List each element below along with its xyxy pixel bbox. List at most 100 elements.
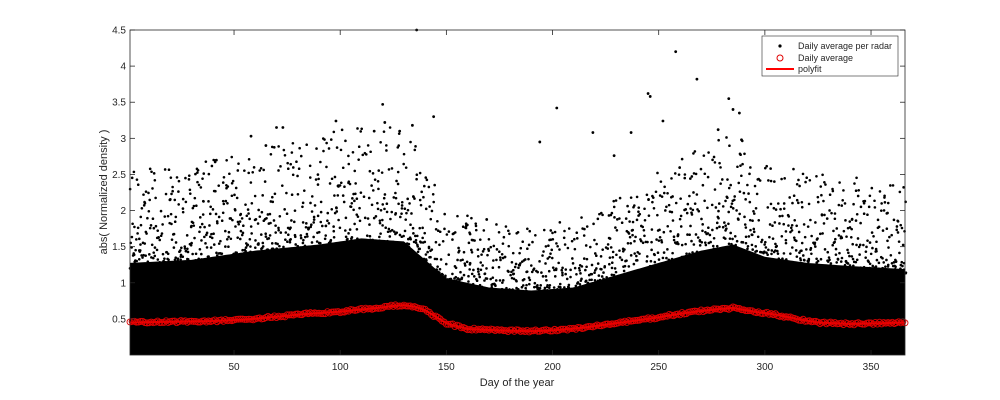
scatter-point [274, 231, 277, 234]
scatter-point [130, 176, 134, 180]
scatter-point [242, 256, 246, 260]
scatter-point [872, 270, 875, 274]
scatter-point [302, 189, 306, 192]
scatter-point [368, 234, 372, 238]
scatter-point [819, 257, 823, 261]
scatter-point [291, 166, 295, 169]
scatter-point [474, 222, 478, 225]
scatter-point [778, 214, 782, 218]
scatter-point [140, 206, 144, 210]
scatter-point [314, 178, 318, 181]
scatter-point [628, 235, 632, 239]
scatter-point [865, 270, 869, 274]
daily-average-point [417, 305, 425, 313]
scatter-point [324, 234, 328, 237]
scatter-point [509, 290, 513, 294]
scatter-outlier-point [281, 126, 285, 129]
scatter-point [155, 264, 159, 268]
scatter-point [356, 237, 359, 240]
scatter-point [596, 279, 600, 283]
scatter-point [548, 255, 551, 259]
scatter-point [495, 258, 498, 262]
scatter-point [305, 222, 308, 225]
scatter-point [208, 224, 211, 227]
scatter-point [354, 240, 358, 244]
scatter-outlier-point [674, 50, 678, 54]
scatter-point [177, 190, 180, 193]
scatter-point [696, 236, 700, 239]
scatter-point [470, 248, 473, 252]
scatter-point [466, 214, 469, 218]
scatter-outlier-point [740, 138, 743, 142]
scatter-point [505, 291, 508, 294]
dense-scatter-region [130, 238, 905, 355]
scatter-point [561, 271, 564, 275]
scatter-point [688, 252, 691, 256]
scatter-point [169, 212, 173, 216]
scatter-point [262, 168, 266, 172]
scatter-point [818, 232, 822, 236]
scatter-point [763, 166, 767, 170]
scatter-point [512, 272, 516, 276]
scatter-point [888, 235, 891, 239]
scatter-point [273, 192, 277, 196]
daily-average-point [644, 314, 652, 322]
scatter-point [693, 202, 697, 205]
scatter-point [752, 230, 756, 234]
y-tick-label: 4 [120, 62, 126, 73]
scatter-point [785, 258, 788, 261]
scatter-point [749, 228, 752, 232]
scatter-point [566, 246, 570, 250]
scatter-point [277, 228, 280, 232]
scatter-point [455, 279, 458, 282]
scatter-point [421, 260, 425, 264]
scatter-point [379, 140, 382, 144]
scatter-point [802, 223, 806, 226]
scatter-point [343, 185, 346, 189]
scatter-point [353, 222, 356, 226]
scatter-point [549, 229, 553, 232]
scatter-point [307, 245, 310, 249]
scatter-point [546, 257, 550, 260]
scatter-point [353, 169, 357, 173]
scatter-point [613, 216, 616, 219]
scatter-point [732, 198, 736, 202]
scatter-point [814, 245, 817, 248]
scatter-point [396, 242, 399, 246]
scatter-point [507, 270, 510, 273]
scatter-point [822, 222, 826, 225]
scatter-point [377, 187, 380, 191]
scatter-point [708, 233, 712, 237]
scatter-point [476, 267, 480, 271]
scatter-point [180, 246, 183, 250]
scatter-point [355, 213, 359, 216]
scatter-point [603, 265, 606, 269]
scatter-point [776, 252, 780, 256]
scatter-point [794, 239, 798, 243]
scatter-point [481, 287, 485, 290]
scatter-point [646, 269, 649, 273]
scatter-point [608, 262, 611, 266]
scatter-point [504, 225, 508, 228]
scatter-point [322, 149, 325, 153]
scatter-point [712, 236, 716, 240]
y-tick-label: 2.5 [112, 170, 126, 181]
scatter-point [849, 235, 853, 239]
scatter-point [846, 269, 849, 272]
scatter-point [389, 217, 392, 221]
scatter-point [692, 256, 696, 260]
scatter-point [301, 201, 305, 205]
scatter-point [774, 208, 778, 211]
scatter-point [795, 224, 798, 228]
scatter-point [859, 266, 862, 269]
scatter-point [313, 245, 317, 249]
scatter-point [843, 202, 847, 205]
scatter-point [886, 263, 890, 267]
scatter-point [514, 291, 518, 295]
daily-average-point [534, 327, 542, 335]
scatter-point [849, 268, 852, 272]
scatter-point [585, 265, 588, 269]
scatter-point [629, 196, 633, 199]
scatter-point [800, 241, 804, 245]
scatter-point [896, 220, 900, 223]
